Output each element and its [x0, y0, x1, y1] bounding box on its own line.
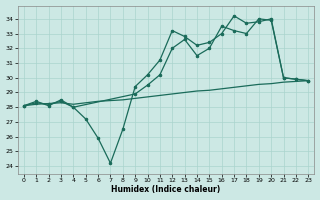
X-axis label: Humidex (Indice chaleur): Humidex (Indice chaleur) — [111, 185, 221, 194]
